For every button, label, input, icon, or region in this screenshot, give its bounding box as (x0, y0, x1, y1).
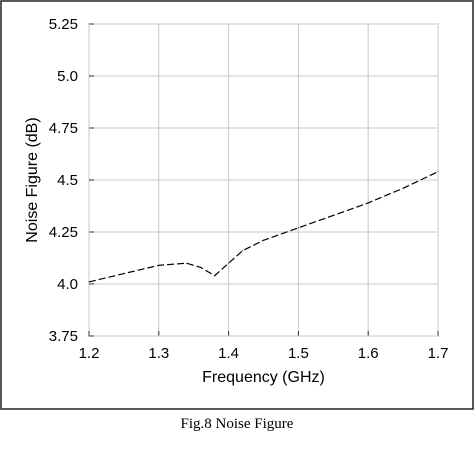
data-point (263, 239, 264, 241)
series-group (88, 171, 439, 283)
y-tick-label: 4.5 (57, 172, 78, 189)
figure-caption: Fig.8 Noise Figure (181, 416, 294, 432)
y-tick-label: 4.75 (49, 120, 78, 137)
y-tick-label: 4.25 (49, 224, 78, 241)
y-tick-label: 3.75 (49, 328, 78, 345)
x-tick-label: 1.6 (358, 345, 379, 362)
data-point (123, 273, 125, 275)
y-tick-label: 5.25 (49, 16, 78, 33)
x-tick-label: 1.4 (218, 345, 239, 362)
data-point (297, 227, 299, 229)
x-tick-label: 1.5 (288, 345, 309, 362)
data-point (228, 262, 230, 264)
data-point (200, 266, 202, 268)
grid-lines (88, 23, 439, 337)
x-tick-label: 1.2 (79, 345, 100, 362)
data-point (186, 262, 188, 264)
series-line (88, 171, 439, 283)
y-axis-label: Noise Figure (dB) (24, 117, 41, 242)
y-tick-labels: 3.75 4.0 4.25 4.5 4.75 5.0 5.25 (49, 16, 78, 345)
y-tick-label: 5.0 (57, 68, 78, 85)
data-point (332, 214, 334, 216)
y-tick-label: 4.0 (57, 276, 78, 293)
x-tick-labels: 1.2 1.3 1.4 1.5 1.6 1.7 (79, 345, 449, 362)
data-point (367, 202, 369, 204)
data-point (437, 171, 439, 173)
x-tick-label: 1.3 (148, 345, 169, 362)
data-point (88, 281, 90, 283)
x-tick-label: 1.7 (428, 345, 449, 362)
x-axis-label: Frequency (GHz) (202, 369, 325, 386)
data-point (242, 250, 244, 252)
data-point (158, 264, 160, 266)
data-point (402, 187, 404, 189)
data-point (214, 275, 216, 277)
